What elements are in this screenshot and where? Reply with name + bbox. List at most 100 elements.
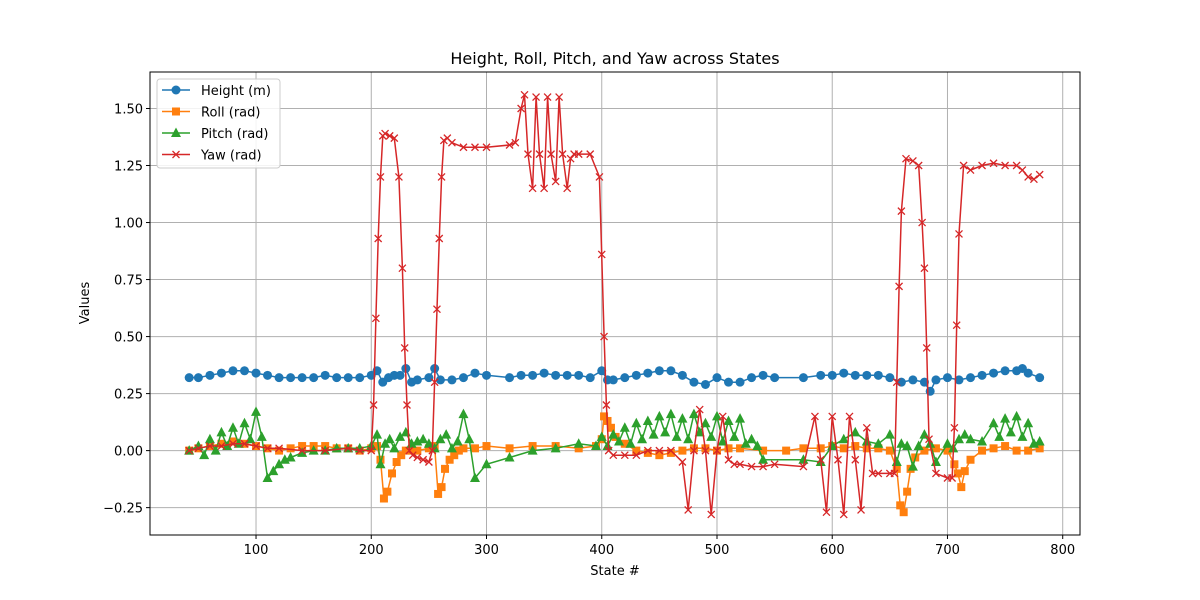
roll-point bbox=[286, 444, 295, 453]
yaw-point bbox=[922, 344, 931, 352]
yaw-point bbox=[602, 401, 611, 409]
yaw-point bbox=[952, 321, 961, 330]
height-point bbox=[666, 366, 676, 376]
yaw-point bbox=[355, 446, 364, 455]
roll-point bbox=[655, 451, 664, 460]
yaw-point bbox=[747, 462, 756, 471]
legend-marker bbox=[171, 85, 181, 95]
legend-item-height: Height (m) bbox=[162, 84, 271, 99]
height-point bbox=[539, 368, 549, 378]
yaw-point bbox=[1018, 166, 1027, 175]
yaw-point bbox=[920, 264, 929, 273]
legend-label: Pitch (rad) bbox=[201, 127, 269, 142]
height-point bbox=[251, 368, 261, 378]
yaw-point bbox=[371, 314, 380, 323]
yaw-point bbox=[1024, 172, 1033, 181]
yaw-point bbox=[430, 378, 439, 387]
pitch-point bbox=[446, 442, 457, 453]
yaw-point bbox=[959, 161, 968, 170]
height-point bbox=[620, 373, 630, 383]
yaw-point bbox=[839, 510, 848, 519]
pitch-point bbox=[873, 438, 884, 448]
pitch-point bbox=[735, 413, 746, 423]
yaw-point bbox=[851, 455, 860, 464]
yaw-point bbox=[931, 469, 940, 478]
roll-point bbox=[217, 439, 226, 448]
pitch-point bbox=[660, 426, 671, 437]
yaw-point bbox=[950, 423, 959, 432]
roll-point bbox=[903, 487, 912, 496]
height-point bbox=[654, 366, 664, 376]
pitch-point bbox=[729, 431, 740, 441]
yaw-point bbox=[902, 154, 910, 163]
yaw-point bbox=[408, 451, 417, 460]
height-point bbox=[505, 373, 515, 383]
yaw-point bbox=[374, 234, 383, 243]
yaw-point bbox=[707, 510, 716, 519]
height-point bbox=[412, 375, 422, 385]
height-point bbox=[470, 368, 480, 378]
pitch-point bbox=[199, 449, 210, 460]
roll-point bbox=[434, 489, 443, 498]
pitch-point bbox=[988, 417, 999, 428]
pitch-point bbox=[907, 461, 918, 471]
pitch-point bbox=[694, 426, 705, 437]
roll-point bbox=[450, 451, 459, 460]
pitch-point bbox=[683, 433, 694, 444]
roll-point bbox=[470, 444, 479, 453]
height-point bbox=[747, 373, 757, 383]
pitch-point bbox=[227, 422, 238, 432]
yaw-point bbox=[558, 150, 567, 159]
yaw-point bbox=[435, 234, 444, 243]
yaw-point bbox=[810, 412, 819, 421]
yaw-point bbox=[1001, 161, 1010, 170]
y-tick-label: 0.75 bbox=[114, 274, 143, 289]
pitch-point bbox=[1023, 417, 1034, 428]
pitch-point bbox=[481, 458, 492, 469]
roll-point bbox=[388, 469, 397, 478]
yaw-point bbox=[528, 184, 537, 193]
legend-label: Height (m) bbox=[201, 84, 271, 99]
yaw-point bbox=[505, 141, 514, 149]
pitch-point bbox=[838, 433, 849, 444]
height-point bbox=[798, 373, 808, 383]
pitch-point bbox=[700, 417, 711, 428]
pitch-point bbox=[233, 438, 244, 448]
pitch-point bbox=[372, 429, 383, 439]
height-point bbox=[873, 370, 883, 380]
yaw-point bbox=[978, 161, 987, 170]
yaw-point bbox=[736, 460, 744, 469]
yaw-point bbox=[609, 451, 618, 460]
y-tick-label: 0.50 bbox=[114, 331, 143, 346]
roll-point bbox=[1035, 444, 1044, 453]
roll-point bbox=[885, 446, 894, 455]
yaw-point bbox=[398, 264, 407, 273]
yaw-point bbox=[895, 282, 904, 291]
yaw-point bbox=[643, 446, 652, 455]
yaw-point bbox=[275, 444, 284, 453]
yaw-point bbox=[369, 401, 378, 409]
yaw-point bbox=[413, 453, 422, 462]
x-tick-label: 600 bbox=[820, 543, 845, 558]
pitch-point bbox=[942, 438, 953, 448]
yaw-point bbox=[471, 143, 479, 152]
pitch-point bbox=[850, 426, 861, 437]
height-point bbox=[712, 373, 722, 383]
yaw-point bbox=[447, 138, 456, 147]
roll-point bbox=[392, 458, 401, 467]
yaw-point bbox=[701, 446, 710, 455]
chart-title: Height, Roll, Pitch, and Yaw across Stat… bbox=[450, 49, 779, 68]
yaw-point bbox=[770, 460, 779, 469]
legend: Height (m) Roll (rad) Pitch (rad) Yaw (rad) bbox=[156, 78, 281, 169]
height-point bbox=[954, 375, 964, 385]
roll-point bbox=[666, 448, 675, 457]
yaw-point bbox=[540, 184, 549, 193]
pitch-point bbox=[458, 408, 469, 419]
yaw-point bbox=[828, 412, 837, 421]
roll-point bbox=[839, 444, 848, 453]
height-point bbox=[216, 368, 226, 378]
height-point bbox=[274, 373, 284, 383]
pitch-point bbox=[642, 415, 653, 425]
pitch-point bbox=[395, 431, 406, 441]
